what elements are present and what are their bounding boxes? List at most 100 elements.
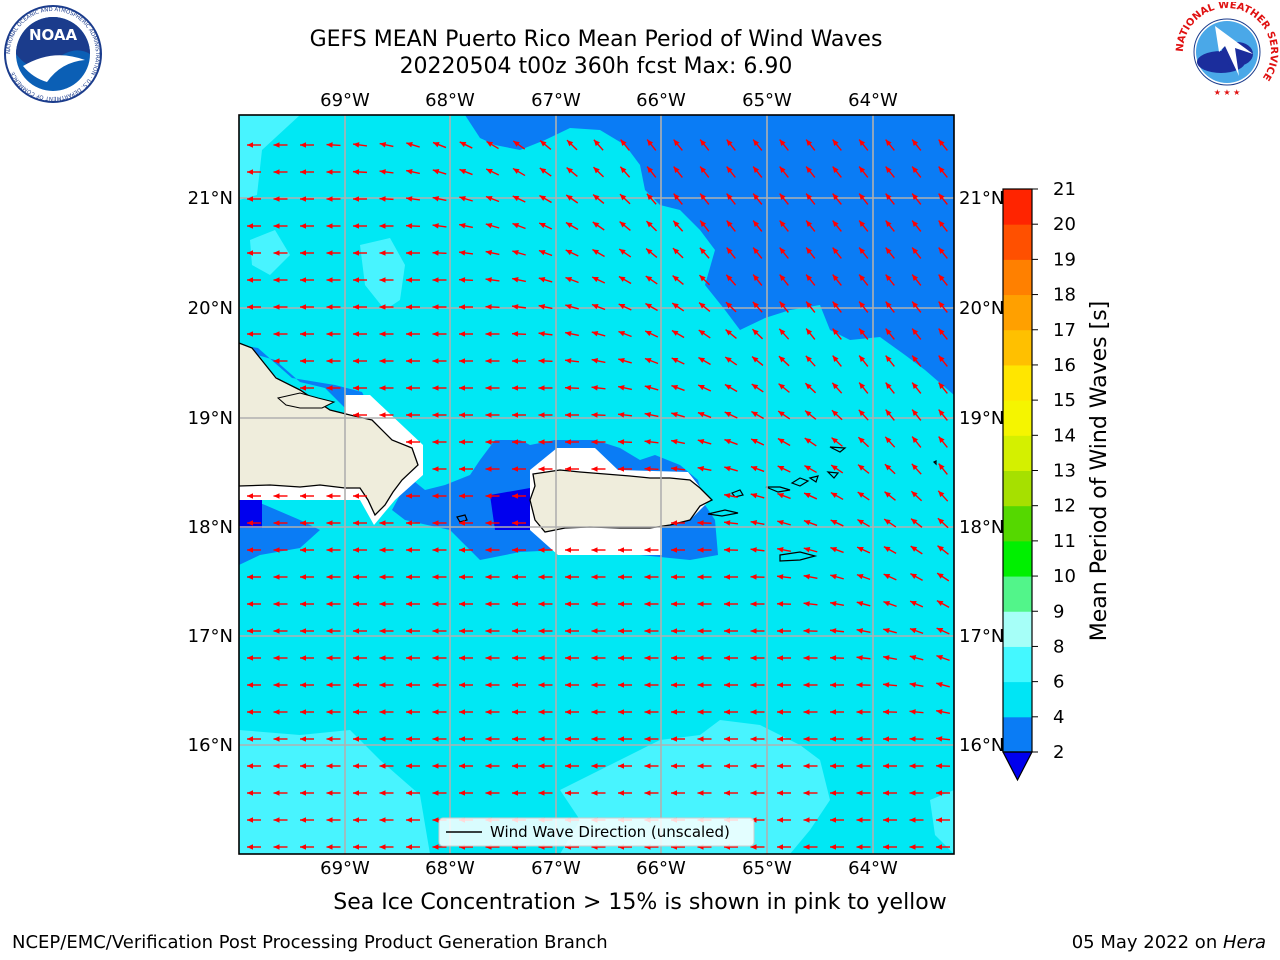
wind-wave-arrowhead xyxy=(591,331,599,337)
wind-wave-arrowhead xyxy=(806,328,813,335)
wind-wave-arrowhead xyxy=(432,763,439,769)
wind-wave-arrowhead xyxy=(459,763,465,769)
wind-wave-arrowhead xyxy=(671,709,677,715)
wind-wave-arrowhead xyxy=(273,358,280,364)
wind-wave-arrowhead xyxy=(883,790,889,796)
wind-wave-arrowhead xyxy=(751,411,759,417)
small-islands xyxy=(456,446,937,562)
wind-wave-arrowhead xyxy=(750,709,757,715)
wind-wave-arrowhead xyxy=(753,274,760,281)
wind-wave-arrowhead xyxy=(910,573,917,579)
wind-wave-arrowhead xyxy=(273,331,280,337)
wind-wave-arrowhead xyxy=(459,628,465,634)
wind-wave-arrowhead xyxy=(830,574,837,580)
wind-wave-arrowhead xyxy=(673,193,680,200)
wind-wave-arrowhead xyxy=(909,844,916,850)
wind-wave-arrowhead xyxy=(859,247,866,254)
wind-wave-arrowhead xyxy=(671,439,678,445)
wind-wave-arrowhead xyxy=(538,682,545,688)
wind-wave-arrowhead xyxy=(647,139,654,146)
wind-wave-arrowhead xyxy=(885,328,892,335)
wind-wave-arrowhead xyxy=(912,274,919,281)
wind-wave-arrowhead xyxy=(883,601,891,607)
wind-wave-arrowhead xyxy=(379,142,387,148)
wind-wave-arrowhead xyxy=(698,385,705,391)
wind-wave-arrowhead xyxy=(565,249,573,256)
wind-wave-arrowhead xyxy=(938,274,945,281)
wind-wave-arrowhead xyxy=(379,709,386,715)
wind-wave-arrowhead xyxy=(353,844,359,850)
wind-wave-arrowhead xyxy=(593,194,600,201)
lat-tick-label: 21°N xyxy=(959,188,1004,209)
wind-wave-arrowhead xyxy=(697,682,704,688)
wind-wave-arrowhead xyxy=(485,493,492,499)
wind-wave-arrowhead xyxy=(724,736,730,742)
wind-wave-arrowhead xyxy=(644,547,651,553)
colorbar-segment xyxy=(1003,505,1032,542)
wind-wave-arrowhead xyxy=(326,493,333,499)
wind-wave-arrowhead xyxy=(353,817,359,823)
wind-wave-arrowhead xyxy=(512,736,518,742)
wind-wave-arrowhead xyxy=(803,547,811,553)
wind-wave-arrowhead xyxy=(273,817,280,823)
wind-wave-arrowhead xyxy=(724,682,730,688)
wind-wave-arrowhead xyxy=(406,547,412,553)
wind-wave-arrowhead xyxy=(432,277,439,283)
wind-wave-arrowhead xyxy=(485,520,492,526)
wind-wave-arrowhead xyxy=(912,436,919,443)
wind-wave-arrowhead xyxy=(406,601,412,607)
wind-wave-arrowhead xyxy=(885,409,892,416)
wind-wave-arrowhead xyxy=(300,520,306,526)
wind-wave-arrowhead xyxy=(273,304,280,310)
wind-wave-arrowhead xyxy=(936,790,942,796)
wind-wave-arrowhead xyxy=(592,276,599,283)
wind-wave-arrowhead xyxy=(618,736,624,742)
wind-wave-arrowhead xyxy=(697,547,704,553)
wind-wave-arrowhead xyxy=(779,247,786,254)
wind-wave-arrowhead xyxy=(247,817,253,823)
wind-wave-arrowhead xyxy=(752,329,759,336)
map-area xyxy=(239,115,954,854)
wind-wave-arrowhead xyxy=(672,303,679,309)
wind-wave-arrowhead xyxy=(566,140,574,147)
lat-tick-label: 21°N xyxy=(188,188,233,209)
wind-wave-arrowhead xyxy=(830,790,836,796)
wind-wave-arrowhead xyxy=(591,655,598,661)
lon-tick-label: 65°W xyxy=(742,90,792,111)
wind-wave-arrowhead xyxy=(247,493,253,499)
wind-wave-arrowhead xyxy=(803,763,810,769)
wind-wave-arrowhead xyxy=(832,166,839,173)
lon-tick-label: 66°W xyxy=(636,90,686,111)
wind-wave-arrowhead xyxy=(697,628,704,634)
map-frame xyxy=(238,114,955,855)
wind-wave-arrowhead xyxy=(750,628,757,634)
wind-wave-arrowhead xyxy=(485,601,492,607)
wind-wave-arrowhead xyxy=(750,736,757,742)
wind-wave-arrowhead xyxy=(803,736,810,742)
wind-wave-arrowhead xyxy=(379,520,386,526)
wind-wave-arrowhead xyxy=(805,383,812,390)
wind-wave-arrowhead xyxy=(859,382,866,389)
wind-wave-arrowhead xyxy=(750,682,757,688)
wind-wave-arrowhead xyxy=(247,331,253,337)
wind-wave-arrowhead xyxy=(724,790,730,796)
wind-wave-arrowhead xyxy=(803,682,810,688)
wind-wave-arrowhead xyxy=(753,247,760,254)
colorbar-segment xyxy=(1003,329,1032,366)
wind-wave-arrowhead xyxy=(353,196,359,202)
wind-wave-arrowhead xyxy=(645,331,652,337)
wind-wave-arrowhead xyxy=(538,574,545,580)
wind-wave-arrowhead xyxy=(565,439,571,445)
wind-wave-arrowhead xyxy=(459,574,465,580)
lat-tick-labels-left: 21°N 20°N 19°N 18°N 17°N 16°N xyxy=(188,188,233,756)
lat-tick-label: 20°N xyxy=(188,298,233,319)
lat-tick-label: 19°N xyxy=(188,408,233,429)
wind-wave-arrowhead xyxy=(300,574,306,580)
wind-wave-arrowhead xyxy=(406,655,412,661)
wind-wave-arrowhead xyxy=(459,385,465,391)
wind-wave-arrowhead xyxy=(459,547,465,553)
wind-wave-arrowhead xyxy=(459,277,466,283)
wind-wave-arrowhead xyxy=(856,817,863,823)
wind-wave-arrowhead xyxy=(753,193,760,200)
